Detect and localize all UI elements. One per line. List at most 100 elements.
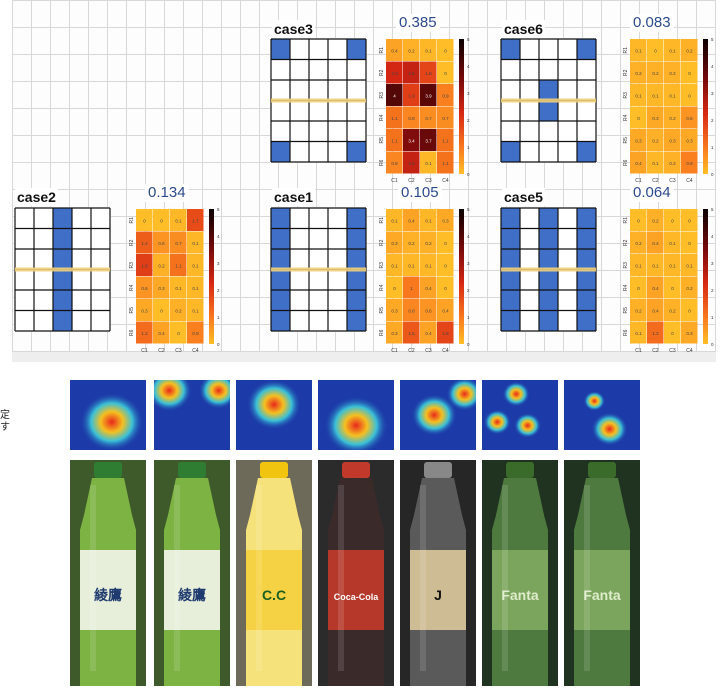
bottle-6-column: Fanta [482, 380, 558, 686]
gradcam-heatmap [564, 380, 640, 450]
heat-value: 0.1 [425, 263, 432, 268]
heat-value: 0 [177, 331, 180, 336]
bottle-photo: Fanta [564, 460, 640, 686]
heat-row-label: R5 [623, 307, 629, 314]
heat-value: 0.4 [442, 308, 449, 313]
heat-value: 0 [688, 218, 691, 223]
blue-cell [539, 269, 558, 290]
heat-col-label: C4 [686, 178, 693, 184]
heat-value: 0.3 [442, 218, 449, 223]
heat-value: 0.3 [669, 138, 676, 143]
heat-value: 0.2 [158, 263, 165, 268]
heat-cell [136, 209, 153, 231]
colorbar-tick: 4 [217, 234, 220, 239]
colorbar-tick: 5 [467, 207, 470, 212]
heat-value: 0 [143, 218, 146, 223]
case1-label: case1 [272, 188, 315, 206]
heat-cell [647, 276, 664, 299]
heat-value: 0.8 [391, 161, 398, 166]
heat-row-label: R6 [623, 329, 629, 336]
gradcam-heatmap [236, 380, 312, 450]
heat-row-label: R5 [379, 307, 385, 314]
heat-cell [630, 254, 647, 276]
heat-col-label: C1 [635, 178, 642, 184]
heat-row-label: R4 [623, 114, 629, 121]
heat-cell [647, 61, 664, 84]
heat-cell [681, 61, 698, 84]
heat-cell [647, 106, 664, 129]
heat-cell [681, 106, 698, 129]
heat-col-label: C3 [669, 348, 676, 354]
blue-cell [53, 290, 72, 311]
case1-cell-grid [270, 207, 367, 332]
heat-cell [437, 61, 454, 84]
heat-row-label: R5 [379, 137, 385, 144]
colorbar-tick: 2 [217, 288, 220, 293]
heat-value: 0 [654, 48, 657, 53]
heat-value: 0.1 [635, 263, 642, 268]
heat-value: 0 [637, 286, 640, 291]
heat-row-label: R4 [379, 284, 385, 291]
heat-col-label: C3 [425, 178, 432, 184]
heat-value: 0.1 [652, 93, 659, 98]
heat-cell [664, 299, 681, 321]
blue-cell [577, 208, 596, 229]
heat-value: 0.1 [192, 286, 199, 291]
heat-cell [403, 84, 420, 106]
heat-value: 0.6 [425, 308, 432, 313]
case5-label: case5 [502, 188, 545, 206]
heat-cell [681, 321, 698, 344]
colorbar-tick: 3 [711, 91, 714, 96]
heat-cell [664, 209, 681, 231]
blue-cell [539, 249, 558, 270]
colorbar-tick: 5 [711, 37, 714, 42]
colorbar-tick: 2 [467, 288, 470, 293]
heat-value: 0 [160, 308, 163, 313]
heat-cell [403, 129, 420, 151]
heat-value: 0.6 [158, 241, 165, 246]
heat-col-label: C3 [425, 348, 432, 354]
heat-col-label: C4 [442, 178, 449, 184]
heat-value: 0 [688, 93, 691, 98]
heat-cell [403, 209, 420, 231]
colorbar-tick: 0 [467, 172, 470, 177]
heat-cell [403, 231, 420, 254]
bottle-label-text: C.C [262, 587, 286, 603]
heat-cell [437, 299, 454, 321]
blue-cell [577, 269, 596, 290]
colorbar-tick: 5 [467, 37, 470, 42]
heat-value: 3.4 [408, 138, 415, 143]
shelf-divider [15, 267, 110, 272]
bottle-label-text: Fanta [501, 587, 539, 603]
gradcam-heatmap [400, 380, 476, 450]
heat-value: 0.4 [425, 286, 432, 291]
heat-value: 0.1 [391, 218, 398, 223]
heat-cell [170, 254, 187, 276]
blue-cell [577, 228, 596, 249]
heat-value: 1.4 [141, 241, 148, 246]
heat-cell [437, 106, 454, 129]
blue-cell [577, 39, 596, 60]
heat-cell [403, 254, 420, 276]
blue-cell [347, 249, 366, 270]
heat-col-label: C1 [391, 178, 398, 184]
heat-cell [403, 276, 420, 299]
colorbar-tick: 3 [217, 261, 220, 266]
blue-cell [577, 290, 596, 311]
heat-cell [681, 209, 698, 231]
bottle-label-text: 綾鷹 [178, 587, 206, 603]
heat-cell [681, 84, 698, 106]
heat-value: 0.3 [652, 116, 659, 121]
blue-cell [347, 39, 366, 60]
heat-cell [630, 151, 647, 174]
heat-row-label: R2 [623, 69, 629, 76]
heat-cell [403, 151, 420, 174]
heat-value: 0.7 [442, 116, 449, 121]
heat-value: 0 [688, 241, 691, 246]
heat-value: 0.2 [652, 138, 659, 143]
case5-heatmap: 0 0.2 0 0 0.2 0.4 0.1 0 0.1 0.1 0.1 0.1 0 0.4 0 0.2 0.2 0… [623, 207, 714, 354]
heat-cell [647, 209, 664, 231]
heat-value: 0.2 [175, 308, 182, 313]
heat-value: 0.3 [391, 308, 398, 313]
colorbar-tick: 4 [467, 64, 470, 69]
